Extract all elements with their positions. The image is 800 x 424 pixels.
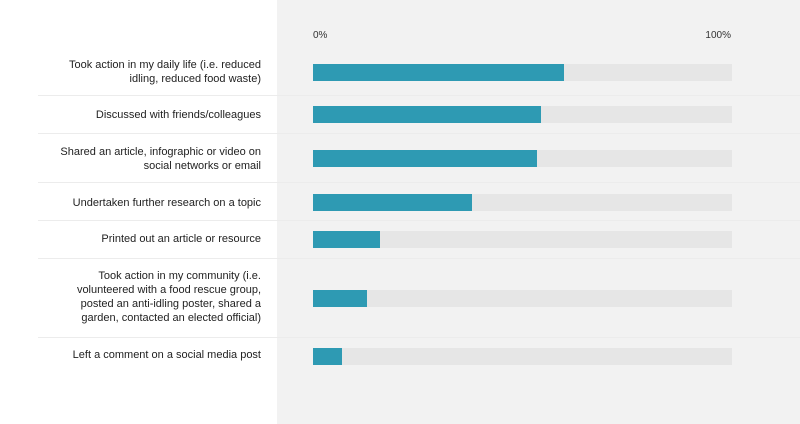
row-divider [38, 133, 800, 134]
category-label: Undertaken further research on a topic [72, 197, 261, 209]
bar [313, 64, 565, 81]
bar [313, 231, 381, 248]
row-divider [38, 182, 800, 183]
bar [313, 150, 538, 167]
category-label-column [0, 0, 277, 424]
bar [313, 290, 368, 307]
row-divider [38, 337, 800, 338]
category-label: Took action in my community (i.e. volunt… [76, 270, 261, 324]
bar-track [313, 348, 732, 365]
bar-track [313, 106, 732, 123]
row-divider [38, 258, 800, 259]
category-label: Took action in my daily life (i.e. reduc… [69, 59, 261, 85]
x-tick-label-max: 100% [705, 30, 731, 41]
category-label: Discussed with friends/colleagues [95, 109, 261, 121]
bar [313, 348, 343, 365]
row-divider [38, 95, 800, 96]
category-label: Shared an article, infographic or video … [60, 146, 261, 172]
bar-track [313, 231, 732, 248]
bar-track [313, 150, 732, 167]
bar [313, 194, 473, 211]
bar-track [313, 194, 732, 211]
x-tick-label-min: 0% [313, 30, 328, 41]
bar [313, 106, 542, 123]
category-label: Left a comment on a social media post [72, 349, 261, 361]
row-divider [38, 220, 800, 221]
category-label: Printed out an article or resource [101, 233, 261, 245]
bar-track [313, 64, 732, 81]
bar-track [313, 290, 732, 307]
